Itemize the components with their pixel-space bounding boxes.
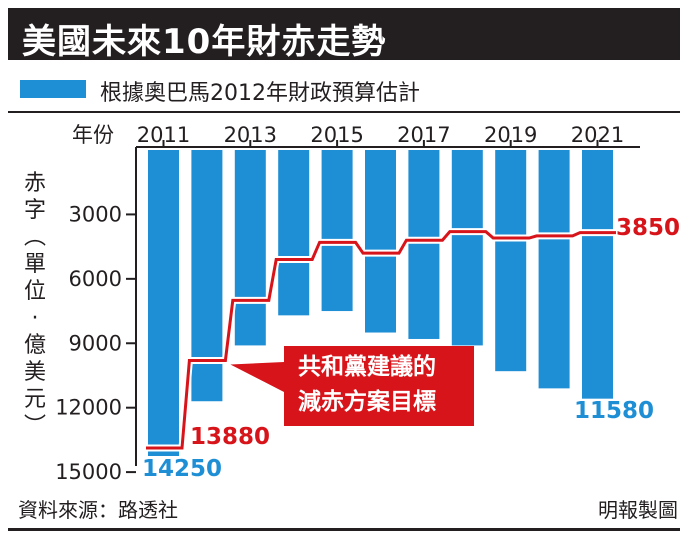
bar <box>148 150 179 456</box>
target-line <box>146 230 616 450</box>
y-title-char: 億 <box>23 333 46 358</box>
source-note: 資料來源：路透社 <box>18 498 178 522</box>
bar <box>451 150 483 346</box>
x-tick-label: 2021 <box>571 123 624 147</box>
x-axis-prefix: 年份 <box>72 123 114 147</box>
y-tick-label: 15000 <box>55 460 122 484</box>
x-tick-label: 2011 <box>137 123 190 147</box>
y-title-char: ︵ <box>23 225 46 250</box>
legend-label: 根據奧巴馬2012年財政預算估計 <box>100 81 420 106</box>
credit-note: 明報製圖 <box>598 498 678 522</box>
callout-pointer <box>230 362 284 392</box>
bar <box>582 150 613 399</box>
y-title-char: 元 <box>23 387 46 412</box>
y-tick-label: 6000 <box>69 267 122 291</box>
y-title-char: 單 <box>23 252 46 277</box>
blue-end-label: 11580 <box>574 398 655 424</box>
y-title-char: 赤 <box>23 171 46 196</box>
y-tick-label: 3000 <box>69 202 122 226</box>
bar <box>234 150 266 346</box>
y-title-char: 美 <box>23 360 46 385</box>
y-title-char: 字 <box>23 198 46 223</box>
bottom-divider <box>8 528 680 531</box>
chart-title: 美國未來10年財赤走勢 <box>22 22 387 62</box>
x-tick-label: 2013 <box>224 123 277 147</box>
y-tick-label: 12000 <box>55 396 122 420</box>
y-tick-label: 9000 <box>69 331 122 355</box>
callout-line-1: 共和黨建議的 <box>298 354 436 380</box>
y-axis-title: 赤 字 ︵ 單 位 · 億 美 元 ︶ <box>22 170 48 440</box>
x-tick-label: 2017 <box>397 123 450 147</box>
y-title-char: 位 <box>23 279 46 304</box>
bar <box>495 150 527 372</box>
legend-swatch <box>20 80 86 98</box>
callout-box: 共和黨建議的 減赤方案目標 <box>284 346 474 426</box>
callout-text: 共和黨建議的 減赤方案目標 <box>298 350 436 420</box>
red-start-label: 13880 <box>190 424 271 450</box>
bar <box>408 150 440 339</box>
x-tick-label: 2015 <box>310 123 363 147</box>
bar <box>278 150 310 316</box>
red-end-label: 3850 <box>616 215 681 241</box>
legend-divider <box>8 111 680 113</box>
x-tick-label: 2019 <box>484 123 537 147</box>
y-title-char: · <box>31 306 39 331</box>
bar <box>365 150 396 333</box>
callout-line-2: 減赤方案目標 <box>298 389 436 415</box>
bar <box>321 150 353 312</box>
title-bar: 美國未來10年財赤走勢 <box>8 8 680 62</box>
y-title-char: ︶ <box>23 414 46 439</box>
blue-start-label: 14250 <box>142 456 223 482</box>
bar <box>538 150 570 389</box>
